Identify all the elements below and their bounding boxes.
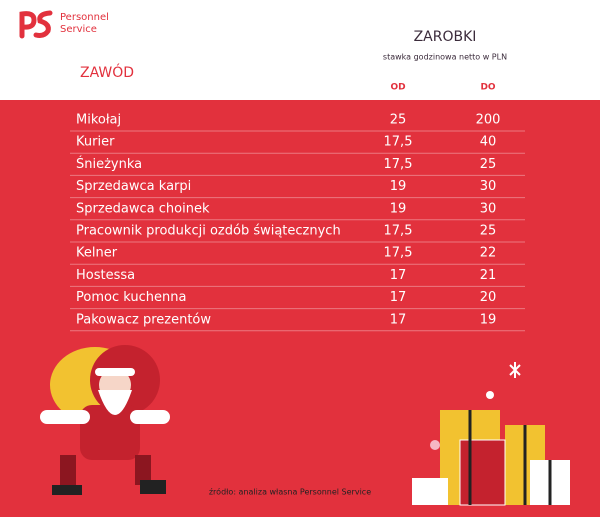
wage-cell: 25 (480, 224, 497, 239)
job-cell: Pakowacz prezentów (76, 312, 211, 327)
job-cell: Śnieżynka (76, 156, 142, 172)
logo-text: Service (60, 24, 97, 35)
job-cell: Sprzedawca karpi (76, 179, 191, 194)
wage-cell: 17 (390, 312, 407, 327)
wage-cell: 17,5 (384, 135, 413, 150)
wage-cell: 30 (480, 201, 497, 216)
job-cell: Kurier (76, 135, 115, 150)
logo-mark (19, 10, 53, 39)
wage-cell: 30 (480, 179, 497, 194)
wage-cell: 200 (476, 113, 501, 128)
column-label: ZAWÓD (80, 63, 134, 81)
wage-cell: 20 (480, 290, 497, 305)
header-bg (0, 0, 600, 100)
wage-cell: 25 (390, 113, 407, 128)
logo-text: Personnel (60, 12, 109, 23)
source-note: źródło: analiza własna Personnel Service (209, 487, 371, 497)
wage-cell: 40 (480, 135, 497, 150)
wage-cell: 21 (480, 268, 497, 283)
job-cell: Sprzedawca choinek (76, 201, 210, 216)
job-cell: Hostessa (76, 268, 135, 283)
wage-cell: 17 (390, 290, 407, 305)
job-cell: Mikołaj (76, 113, 121, 128)
wage-cell: 17 (390, 268, 407, 283)
wage-cell: 25 (480, 157, 497, 172)
wage-cell: 22 (480, 246, 497, 261)
job-cell: Pracownik produkcji ozdób świątecznych (76, 224, 341, 239)
header-subtitle: stawka godzinowa netto w PLN (383, 53, 507, 62)
column-label: DO (480, 83, 495, 93)
wage-cell: 19 (480, 312, 497, 327)
wage-cell: 19 (390, 201, 407, 216)
column-label: OD (390, 83, 405, 93)
wage-cell: 19 (390, 179, 407, 194)
job-cell: Kelner (76, 246, 118, 261)
header-title: ZAROBKI (414, 29, 477, 45)
wage-cell: 17,5 (384, 224, 413, 239)
santa-illustration (40, 345, 170, 495)
table: Mikołaj 25 200 Kurier 17,5 40 Śnieżynka 17,5 25 S… (70, 113, 525, 332)
gifts-illustration (412, 362, 570, 506)
job-cell: Pomoc kuchenna (76, 290, 186, 305)
wage-cell: 17,5 (384, 246, 413, 261)
wage-cell: 17,5 (384, 157, 413, 172)
